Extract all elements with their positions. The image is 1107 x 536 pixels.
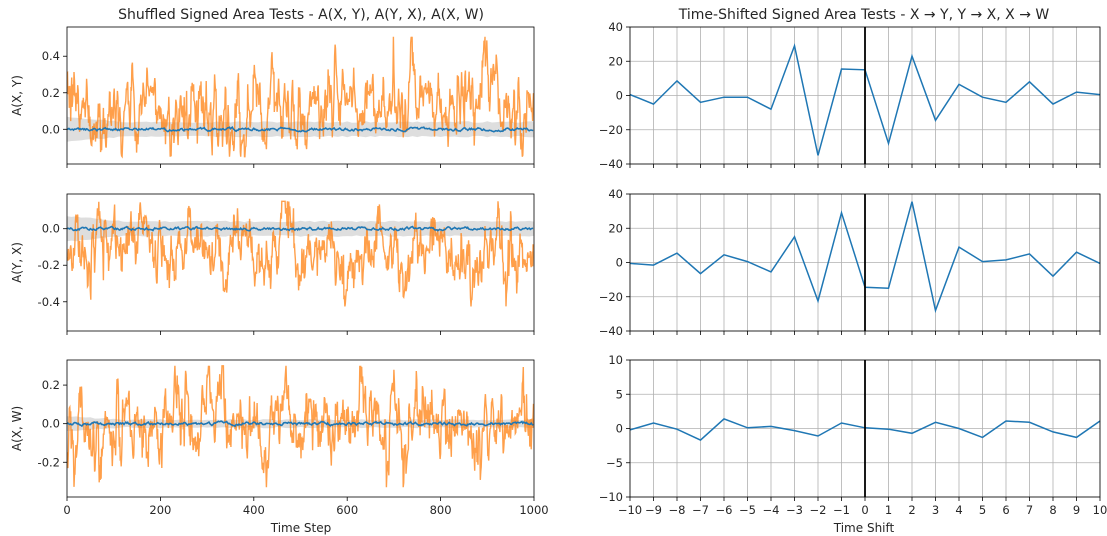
plot-area — [67, 365, 534, 488]
y-axis-label: A(X, Y) — [10, 75, 24, 116]
axes-frame — [66, 26, 535, 165]
y-tick-label: 0.4 — [42, 49, 60, 63]
shuffled-panel-xw: 0.2 0.0 -0.2 0 200 400 600 800 1000 A(X, W) — [10, 359, 549, 517]
axes-frame — [66, 359, 535, 498]
y-tick-label: −20 — [599, 123, 623, 137]
plot-area — [67, 200, 534, 307]
x-tick-label: 3 — [932, 503, 939, 517]
right-column-title: Time-Shifted Signed Area Tests - X → Y, … — [678, 7, 1050, 23]
y-tick-label: -0.4 — [38, 295, 60, 309]
x-tick-label: 10 — [1093, 503, 1107, 517]
x-tick-label: 0 — [861, 503, 868, 517]
y-tick-label: 20 — [608, 221, 623, 235]
shuffled-panel-xy: 0.0 0.2 0.4 A(X, Y) — [10, 26, 535, 168]
x-tick-label: 6 — [1002, 503, 1009, 517]
x-tick-label: −8 — [669, 503, 686, 517]
x-tick-label: 4 — [955, 503, 962, 517]
x-tick-label: 1 — [885, 503, 892, 517]
y-tick-label: −20 — [599, 290, 623, 304]
x-tick-label: −7 — [692, 503, 709, 517]
y-tick-label: 0 — [616, 422, 623, 436]
x-tick-label: 800 — [430, 503, 452, 517]
x-tick-label: 400 — [243, 503, 265, 517]
signal-line — [67, 36, 534, 159]
x-tick-label: −1 — [833, 503, 850, 517]
y-axis-label: A(X, W) — [10, 406, 24, 451]
x-tick-label: 1000 — [519, 503, 548, 517]
y-tick-label: −40 — [599, 324, 623, 338]
y-tick-label: -0.2 — [38, 455, 60, 469]
y-tick-label: 20 — [608, 54, 623, 68]
shuffled-mean-line — [67, 420, 534, 428]
x-tick-label: −6 — [716, 503, 733, 517]
shuffled-panel-yx: 0.0 -0.2 -0.4 A(Y, X) — [10, 193, 535, 335]
left-x-axis-label: Time Step — [270, 521, 332, 535]
y-tick-label: 5 — [616, 387, 623, 401]
x-tick-label: 8 — [1049, 503, 1056, 517]
shuffled-mean-line — [67, 126, 534, 133]
x-tick-label: 200 — [149, 503, 171, 517]
y-tick-label: 0 — [616, 89, 623, 103]
y-tick-label: 10 — [608, 353, 623, 367]
x-tick-label: −2 — [810, 503, 827, 517]
x-tick-label: 2 — [908, 503, 915, 517]
x-tick-label: 600 — [336, 503, 358, 517]
x-tick-label: 0 — [63, 503, 70, 517]
right-x-axis-label: Time Shift — [833, 521, 895, 535]
y-tick-label: −10 — [599, 490, 623, 504]
y-tick-label: 0 — [616, 256, 623, 270]
y-tick-label: −40 — [599, 157, 623, 171]
left-column-title: Shuffled Signed Area Tests - A(X, Y), A(… — [118, 7, 484, 23]
x-tick-label: −4 — [763, 503, 780, 517]
signal-line — [67, 200, 534, 307]
x-tick-label: 9 — [1073, 503, 1080, 517]
shuffled-mean-line — [67, 225, 534, 232]
x-tick-label: −10 — [618, 503, 642, 517]
y-tick-label: -0.2 — [38, 258, 60, 272]
x-tick-label: −5 — [739, 503, 756, 517]
y-tick-label: 0.2 — [42, 86, 60, 100]
y-tick-label: 40 — [608, 20, 623, 34]
shift-panel-yx: 40 20 0 −20 −40 — [599, 187, 1101, 338]
x-tick-label: 5 — [979, 503, 986, 517]
y-tick-label: 0.0 — [42, 417, 60, 431]
y-tick-label: 40 — [608, 187, 623, 201]
y-axis-label: A(Y, X) — [10, 242, 24, 283]
x-tick-label: 7 — [1026, 503, 1033, 517]
x-tick-label: −9 — [645, 503, 662, 517]
axes-frame — [66, 193, 535, 332]
plot-area — [67, 36, 534, 159]
y-tick-label: 0.0 — [42, 122, 60, 136]
x-tick-label: −3 — [786, 503, 803, 517]
y-tick-label: 0.2 — [42, 378, 60, 392]
shift-panel-xy: 40 20 0 −20 −40 — [599, 20, 1101, 171]
y-tick-label: 0.0 — [42, 222, 60, 236]
y-tick-label: −5 — [606, 456, 623, 470]
